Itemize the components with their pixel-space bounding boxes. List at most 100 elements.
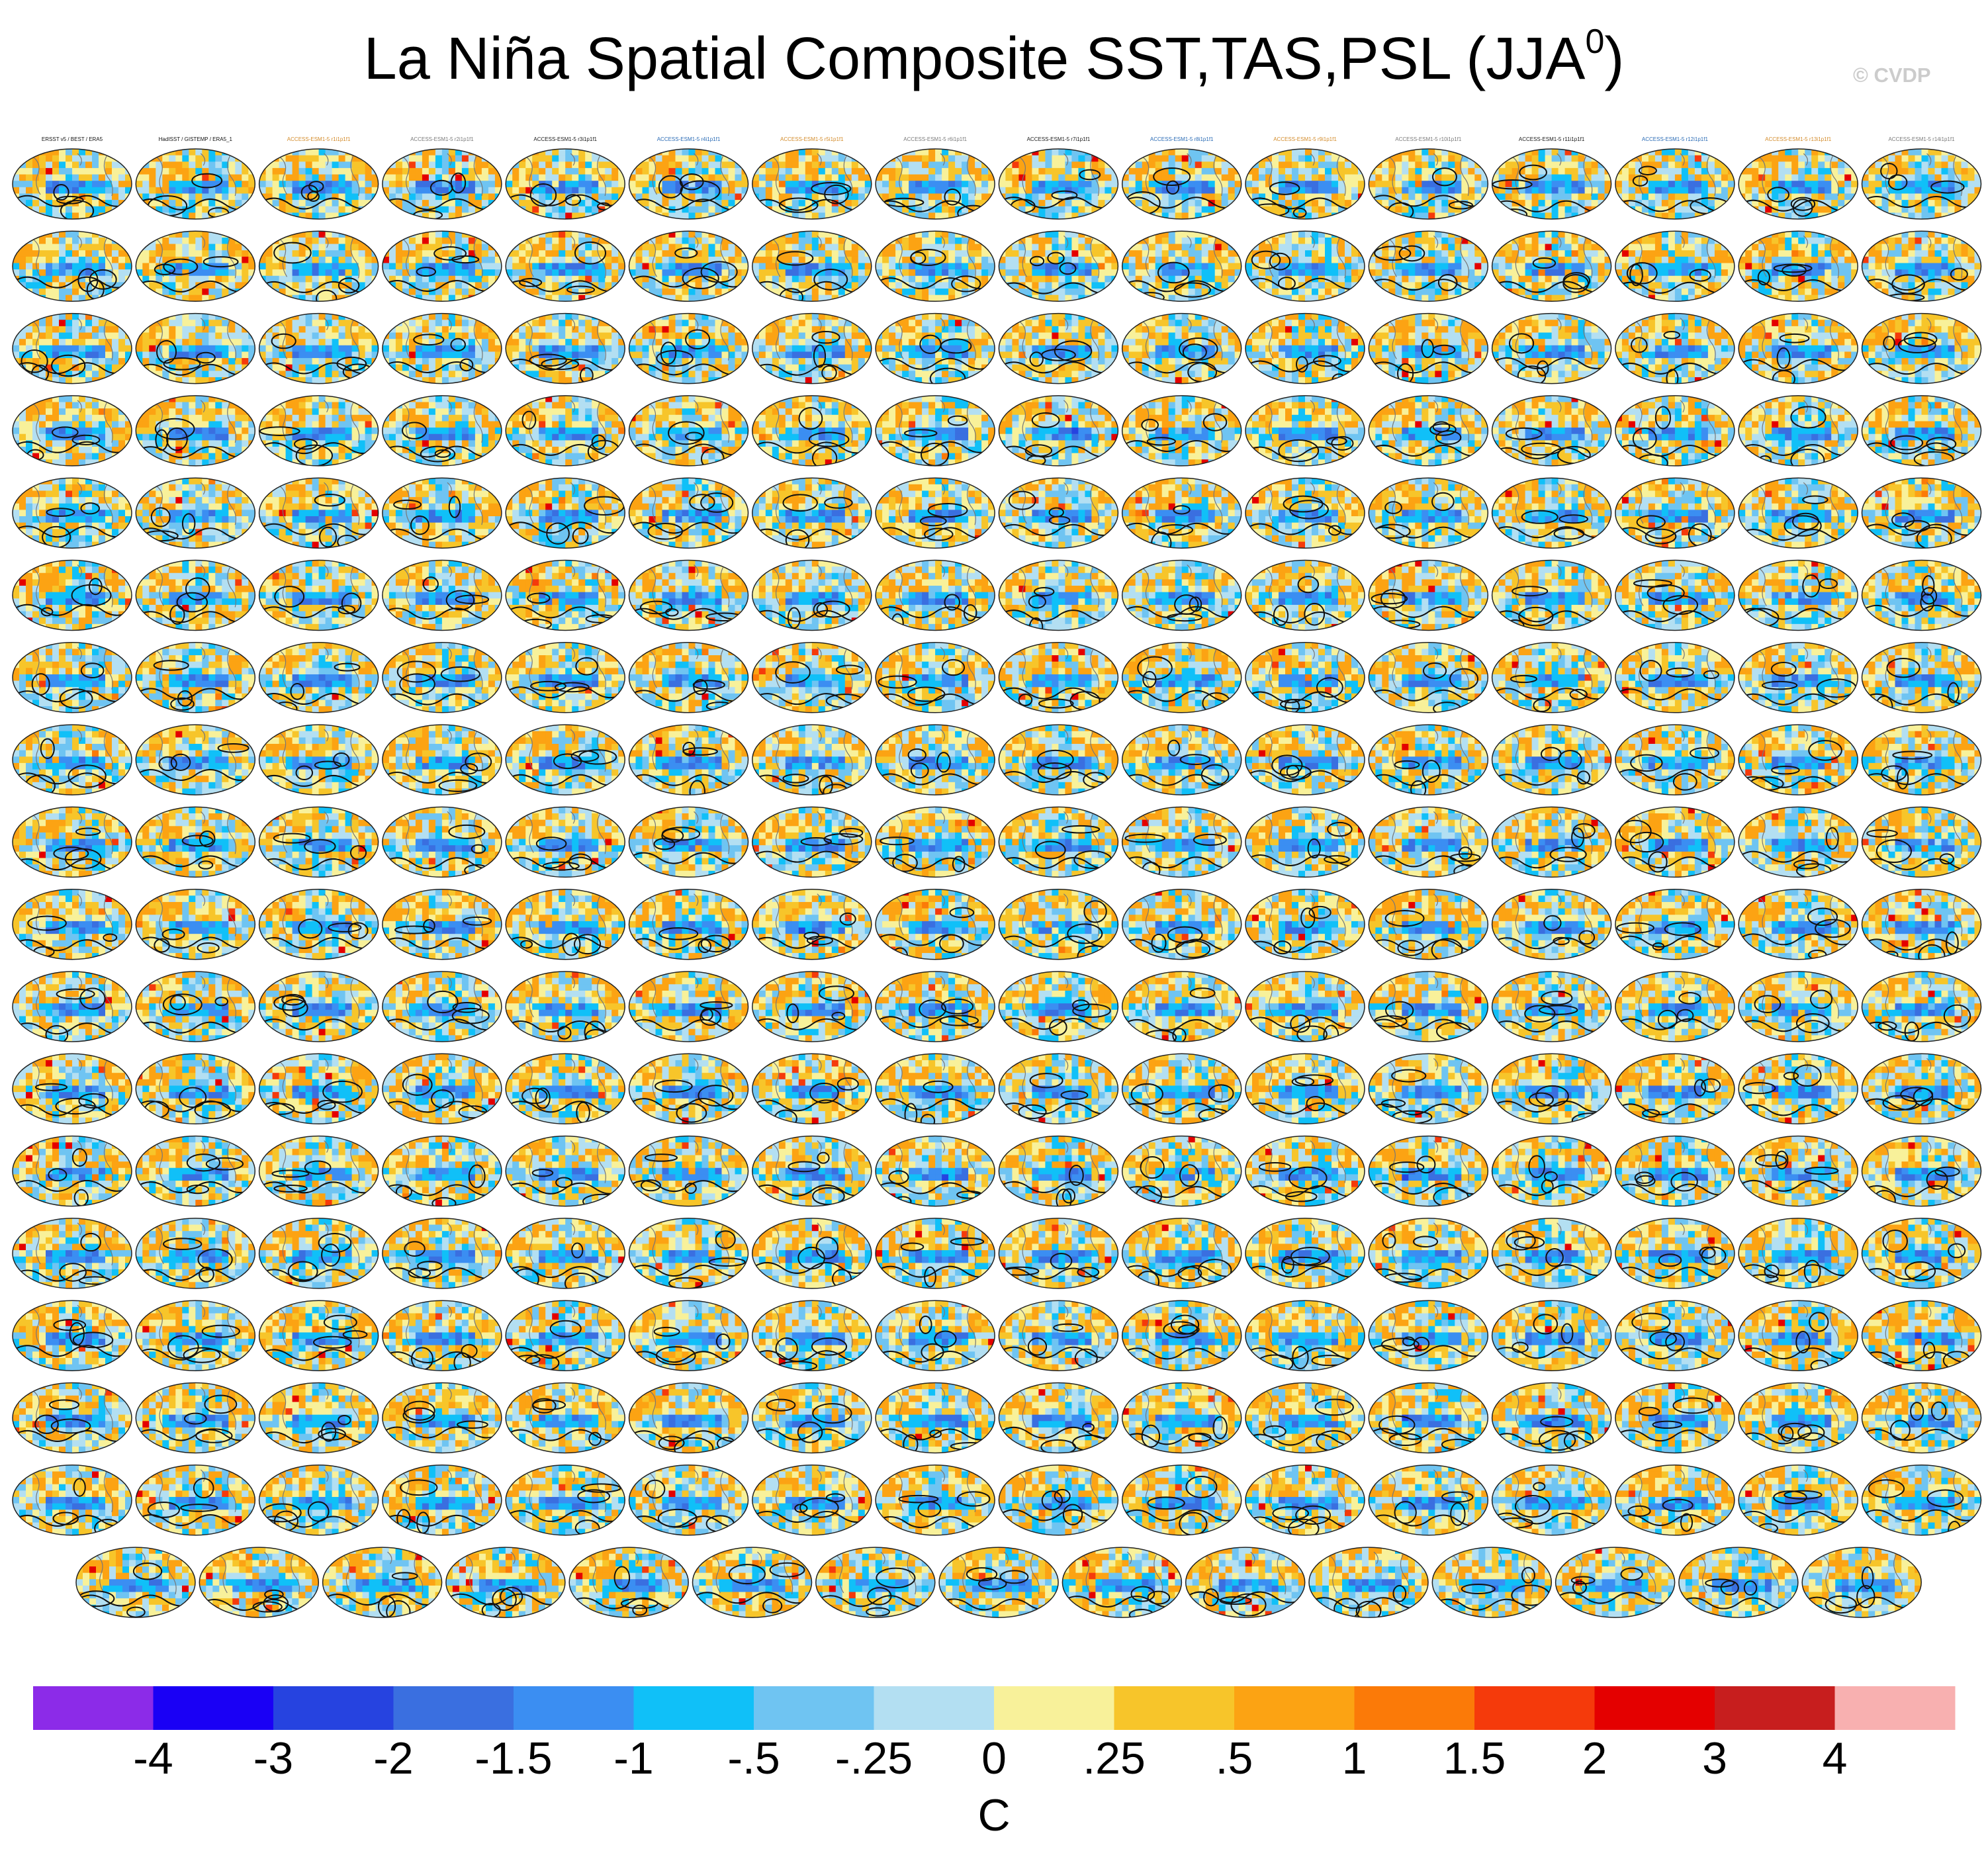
map-panel bbox=[1121, 395, 1242, 467]
map-panel bbox=[1368, 1135, 1489, 1207]
map-panel bbox=[938, 1547, 1059, 1618]
panel-label: ACCESS-ESM1-5 r2i1p1f1 bbox=[410, 136, 474, 142]
map-panel bbox=[135, 1218, 256, 1289]
map-panel bbox=[258, 1135, 379, 1207]
colorbar-tick-label: 4 bbox=[1823, 1733, 1848, 1784]
map-panel bbox=[382, 1465, 502, 1536]
map-panel bbox=[382, 312, 502, 384]
panel-label: ERSST v5 / BEST / ERA5 bbox=[42, 136, 103, 142]
panel-label: ACCESS-ESM1-5 r12i1p1f1 bbox=[1642, 136, 1709, 142]
colorbar-swatch bbox=[393, 1686, 514, 1730]
map-panel bbox=[998, 1053, 1119, 1125]
panel-label: ACCESS-ESM1-5 r5i1p1f1 bbox=[780, 136, 844, 142]
map-panel bbox=[1615, 230, 1735, 302]
title-superscript: 0 bbox=[1585, 23, 1604, 61]
map-panel-grid: ERSST v5 / BEST / ERA5 HadISST / GISTEMP … bbox=[12, 136, 1982, 1618]
map-panel bbox=[1121, 559, 1242, 631]
panel-label: ACCESS-ESM1-5 r1i1p1f1 bbox=[287, 136, 351, 142]
map-panel bbox=[75, 1547, 196, 1618]
panel-label: ACCESS-ESM1-5 r4i1p1f1 bbox=[657, 136, 721, 142]
map-panel bbox=[1121, 1218, 1242, 1289]
colorbar-tick-label: -1.5 bbox=[474, 1733, 552, 1784]
panel-label: ACCESS-ESM1-5 r3i1p1f1 bbox=[533, 136, 597, 142]
map-panel bbox=[1738, 642, 1858, 713]
colorbar-swatch bbox=[1834, 1686, 1956, 1730]
map-panel bbox=[875, 312, 995, 384]
map-panel bbox=[505, 1465, 625, 1536]
map-panel bbox=[1121, 1300, 1242, 1371]
panel-label: ACCESS-ESM1-5 r11i1p1f1 bbox=[1519, 136, 1585, 142]
map-panel bbox=[628, 806, 749, 878]
map-panel bbox=[1431, 1547, 1553, 1618]
panel-label: ACCESS-ESM1-5 r6i1p1f1 bbox=[903, 136, 967, 142]
colorbar-swatch bbox=[514, 1686, 634, 1730]
map-panel bbox=[1245, 1218, 1365, 1289]
panel-label: ACCESS-ESM1-5 r10i1p1f1 bbox=[1395, 136, 1462, 142]
map-panel bbox=[135, 724, 256, 795]
map-panel bbox=[1615, 724, 1735, 795]
map-panel bbox=[1615, 642, 1735, 713]
map-panel bbox=[752, 806, 872, 878]
map-panel bbox=[1738, 1465, 1858, 1536]
map-panel bbox=[505, 1135, 625, 1207]
panel-label: ACCESS-ESM1-5 r7i1p1f1 bbox=[1027, 136, 1091, 142]
map-panel bbox=[1738, 1382, 1858, 1454]
chart-title: La Niña Spatial Composite SST,TAS,PSL (J… bbox=[0, 23, 1988, 93]
title-main: La Niña Spatial Composite SST,TAS,PSL (J… bbox=[364, 26, 1586, 92]
colorbar-tick-label: -1 bbox=[613, 1733, 653, 1784]
map-panel bbox=[1185, 1547, 1306, 1618]
map-panel bbox=[1861, 806, 1982, 878]
title-close: ) bbox=[1604, 26, 1624, 92]
colorbar-tick-label: 0 bbox=[981, 1733, 1007, 1784]
colorbar-swatch bbox=[1234, 1686, 1355, 1730]
map-panel bbox=[628, 1465, 749, 1536]
map-panel bbox=[1738, 312, 1858, 384]
map-panel bbox=[1861, 642, 1982, 713]
map-panel bbox=[1245, 559, 1365, 631]
colorbar-tick-label: .25 bbox=[1083, 1733, 1146, 1784]
colorbar-swatch bbox=[1594, 1686, 1715, 1730]
map-panel bbox=[1555, 1547, 1676, 1618]
colorbar-tick-label: -2 bbox=[373, 1733, 413, 1784]
map-panel bbox=[998, 230, 1119, 302]
colorbar-swatch bbox=[874, 1686, 995, 1730]
map-panel bbox=[1738, 559, 1858, 631]
map-panel bbox=[1738, 477, 1858, 549]
colorbar-tick-label: -4 bbox=[133, 1733, 173, 1784]
map-panel bbox=[1121, 1382, 1242, 1454]
map-panel bbox=[1121, 806, 1242, 878]
map-panel bbox=[875, 724, 995, 795]
colorbar-tick-label: 2 bbox=[1582, 1733, 1607, 1784]
map-panel bbox=[1491, 1465, 1612, 1536]
map-panel bbox=[382, 888, 502, 960]
colorbar-swatch bbox=[1474, 1686, 1595, 1730]
map-panel bbox=[1615, 971, 1735, 1042]
map-panel bbox=[628, 1300, 749, 1371]
map-panel bbox=[1861, 1382, 1982, 1454]
map-panel bbox=[1491, 477, 1612, 549]
map-panel bbox=[135, 1300, 256, 1371]
map-panel bbox=[258, 1218, 379, 1289]
map-panel bbox=[505, 1382, 625, 1454]
colorbar-swatch bbox=[633, 1686, 754, 1730]
colorbar-swatch bbox=[1114, 1686, 1235, 1730]
map-panel bbox=[12, 1135, 132, 1207]
map-panel bbox=[135, 1053, 256, 1125]
map-panel bbox=[1738, 230, 1858, 302]
map-panel bbox=[1245, 1465, 1365, 1536]
map-panel bbox=[875, 395, 995, 467]
map-panel bbox=[382, 971, 502, 1042]
map-panel bbox=[1245, 888, 1365, 960]
panel-label: ACCESS-ESM1-5 r14i1p1f1 bbox=[1888, 136, 1955, 142]
colorbar-tick-label: -.25 bbox=[835, 1733, 913, 1784]
map-panel bbox=[998, 477, 1119, 549]
map-panel bbox=[628, 724, 749, 795]
map-panel bbox=[628, 477, 749, 549]
colorbar-tick-label: -3 bbox=[253, 1733, 293, 1784]
colorbar-swatch bbox=[1715, 1686, 1835, 1730]
map-panel: ACCESS-ESM1-5 r6i1p1f1 bbox=[875, 136, 995, 220]
map-panel bbox=[1738, 806, 1858, 878]
colorbar-swatch bbox=[33, 1686, 154, 1730]
colorbar-swatch bbox=[994, 1686, 1114, 1730]
colorbar-tick-label: 1.5 bbox=[1443, 1733, 1506, 1784]
